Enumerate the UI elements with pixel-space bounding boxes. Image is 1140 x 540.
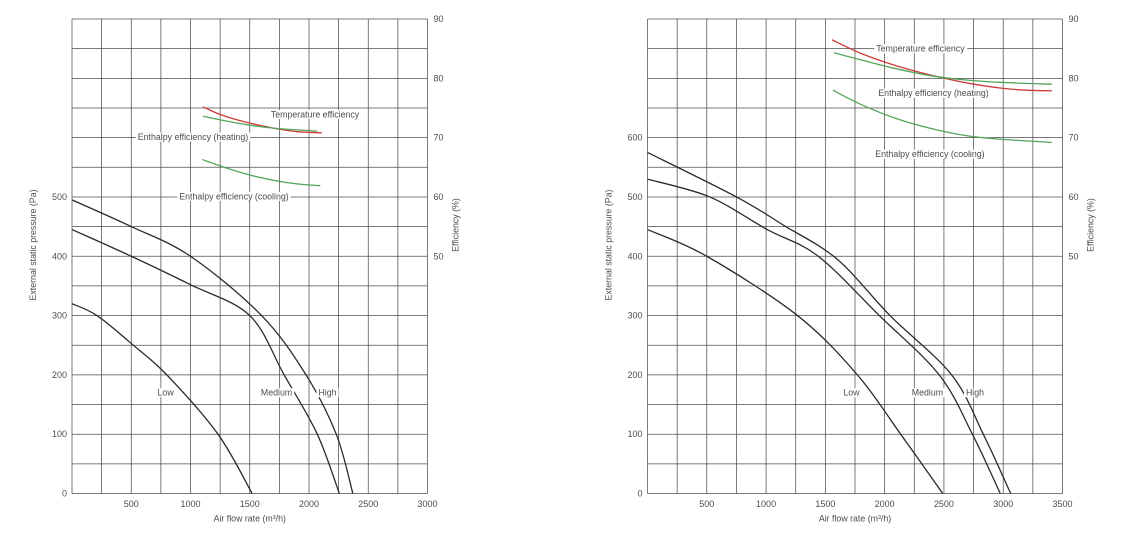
x-tick-label: 3000 [417, 499, 437, 509]
label-halo [268, 109, 362, 119]
efficiency-curve-label-enthalpy-heating: Enthalpy efficiency (heating) [138, 132, 248, 142]
pressure-axis-title: External static pressure (Pa) [28, 189, 38, 300]
efficiency-curve-temperature [202, 106, 323, 134]
label-halo [155, 388, 177, 398]
efficiency-curve-label-temperature: Temperature efficiency [271, 109, 360, 119]
pressure-tick-label: 200 [627, 370, 642, 380]
pressure-tick-label: 300 [627, 311, 642, 321]
label-halo [963, 388, 987, 398]
efficiency-curve-label-enthalpy-cooling: Enthalpy efficiency (cooling) [875, 149, 984, 159]
label-halo [177, 191, 291, 201]
efficiency-curve-temperature [831, 39, 1052, 92]
pressure-tick-label: 100 [627, 429, 642, 439]
pressure-tick-label: 600 [627, 133, 642, 143]
fan-curve-label-high: High [966, 388, 984, 398]
efficiency-tick-label: 90 [1069, 14, 1079, 24]
x-tick-label: 2000 [299, 499, 319, 509]
pressure-tick-label: 0 [637, 489, 642, 499]
pressure-tick-label: 400 [52, 251, 67, 261]
x-tick-label: 500 [124, 499, 139, 509]
x-axis-title: Air flow rate (m³/h) [819, 514, 891, 524]
label-halo [316, 388, 339, 398]
right-chart: Low Medium High Temperature efficiency Entha… [604, 14, 1096, 524]
pressure-tick-label: 500 [52, 192, 67, 202]
x-tick-label: 1000 [180, 499, 200, 509]
fan-curve-medium [71, 228, 340, 494]
efficiency-curve-enthalpy-cooling [202, 158, 321, 187]
fan-curve-high [647, 151, 1012, 494]
label-halo [135, 132, 251, 142]
x-axis-title: Air flow rate (m³/h) [214, 514, 286, 524]
pressure-tick-label: 300 [52, 311, 67, 321]
left-chart: Low Medium High Temperature efficiency Entha… [28, 14, 461, 524]
x-tick-label: 1000 [756, 499, 776, 509]
efficiency-tick-label: 80 [434, 73, 444, 83]
x-tick-label: 2500 [934, 499, 954, 509]
efficiency-curve-label-enthalpy-heating: Enthalpy efficiency (heating) [878, 88, 988, 98]
x-tick-label: 2500 [358, 499, 378, 509]
fan-curve-label-medium: Medium [912, 388, 943, 398]
fan-curve-label-low: Low [843, 388, 860, 398]
efficiency-tick-label: 50 [434, 251, 444, 261]
efficiency-curve-enthalpy-heating [202, 115, 318, 132]
efficiency-tick-label: 60 [1069, 192, 1079, 202]
efficiency-curve-label-temperature: Temperature efficiency [876, 44, 965, 54]
efficiency-tick-label: 50 [1069, 251, 1079, 261]
pressure-tick-label: 100 [52, 429, 67, 439]
pressure-tick-label: 400 [627, 251, 642, 261]
efficiency-curve-label-enthalpy-cooling: Enthalpy efficiency (cooling) [179, 191, 288, 201]
x-tick-label: 3500 [1052, 499, 1072, 509]
efficiency-axis-title: Efficiency (%) [451, 198, 461, 252]
label-halo [874, 44, 968, 54]
efficiency-tick-label: 70 [434, 133, 444, 143]
label-halo [841, 388, 863, 398]
efficiency-curve-enthalpy-heating [833, 52, 1052, 85]
efficiency-tick-label: 90 [434, 14, 444, 24]
fan-curve-low [71, 303, 253, 494]
grid [71, 18, 428, 494]
x-tick-label: 3000 [993, 499, 1013, 509]
pressure-tick-label: 0 [62, 489, 67, 499]
label-halo [909, 388, 946, 398]
pressure-tick-label: 500 [627, 192, 642, 202]
efficiency-tick-label: 80 [1069, 73, 1079, 83]
x-tick-label: 2000 [875, 499, 895, 509]
pressure-tick-label: 200 [52, 370, 67, 380]
efficiency-axis-title: Efficiency (%) [1086, 198, 1096, 252]
x-tick-label: 1500 [240, 499, 260, 509]
fan-curve-low [647, 228, 944, 494]
fan-curve-high [71, 199, 354, 494]
label-halo [258, 388, 295, 398]
label-halo [876, 88, 991, 98]
x-tick-label: 1500 [815, 499, 835, 509]
efficiency-tick-label: 60 [434, 192, 444, 202]
efficiency-curve-enthalpy-cooling [832, 89, 1052, 144]
label-halo [873, 149, 987, 159]
fan-curve-label-medium: Medium [261, 388, 292, 398]
fan-curve-label-high: High [318, 388, 336, 398]
fan-curve-label-low: Low [158, 388, 175, 398]
grid [647, 18, 1063, 494]
fan-curve-medium [647, 178, 1001, 494]
x-tick-label: 500 [699, 499, 714, 509]
pressure-axis-title: External static pressure (Pa) [604, 189, 614, 300]
efficiency-tick-label: 70 [1069, 133, 1079, 143]
